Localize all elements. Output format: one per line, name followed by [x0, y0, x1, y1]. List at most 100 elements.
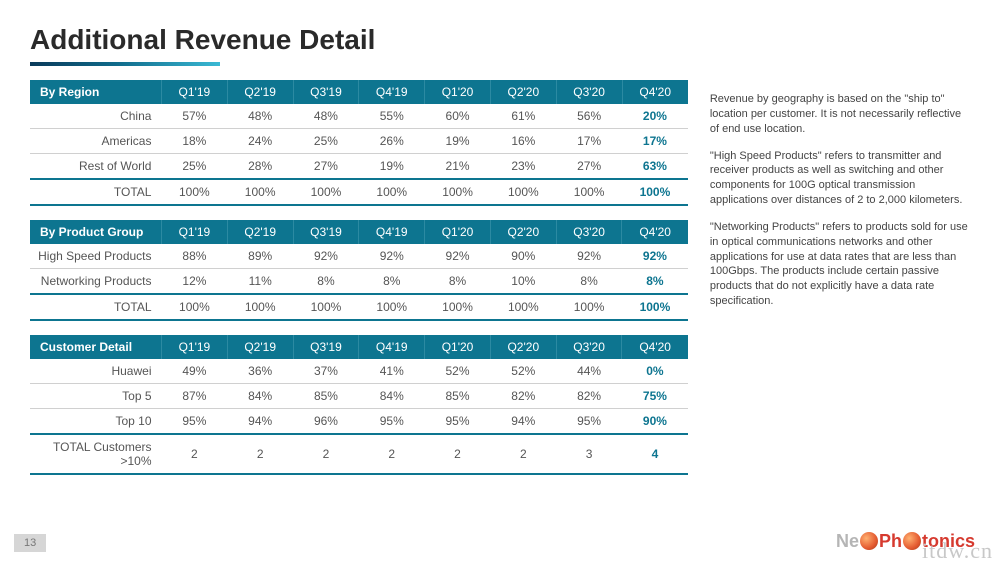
total-cell: 100%: [161, 179, 227, 205]
table-row: Top 1095%94%96%95%95%94%95%90%: [30, 409, 688, 435]
total-label: TOTAL Customers >10%: [30, 434, 162, 474]
table-header-label: Customer Detail: [30, 335, 162, 359]
watermark: itdw.cn: [922, 538, 993, 562]
total-cell: 100%: [227, 179, 293, 205]
cell-value: 17%: [622, 129, 688, 154]
table-header-period: Q4'20: [622, 80, 688, 104]
cell-value: 56%: [556, 104, 622, 129]
table-header-period: Q3'19: [293, 80, 359, 104]
cell-value: 85%: [293, 384, 359, 409]
cell-value: 8%: [556, 269, 622, 295]
total-cell: 100%: [425, 179, 491, 205]
cell-value: 55%: [359, 104, 425, 129]
cell-value: 92%: [556, 244, 622, 269]
table-header-label: By Product Group: [30, 220, 162, 244]
table-row: Rest of World25%28%27%19%21%23%27%63%: [30, 154, 688, 180]
total-cell: 100%: [490, 294, 556, 320]
main-content-row: By RegionQ1'19Q2'19Q3'19Q4'19Q1'20Q2'20Q…: [30, 80, 969, 489]
cell-value: 8%: [622, 269, 688, 295]
table-header-period: Q1'19: [162, 220, 228, 244]
cell-value: 8%: [359, 269, 425, 295]
row-label: Rest of World: [30, 154, 161, 180]
cell-value: 92%: [622, 244, 688, 269]
table-row: Huawei49%36%37%41%52%52%44%0%: [30, 359, 688, 384]
cell-value: 95%: [556, 409, 622, 435]
cell-value: 89%: [227, 244, 293, 269]
table-header-period: Q2'20: [490, 335, 556, 359]
cell-value: 21%: [425, 154, 491, 180]
table-header-period: Q1'19: [161, 80, 227, 104]
total-cell: 100%: [556, 179, 622, 205]
logo-text-ph: Ph: [879, 531, 902, 551]
cell-value: 95%: [162, 409, 228, 435]
table-header-period: Q1'20: [425, 335, 491, 359]
tables-column: By RegionQ1'19Q2'19Q3'19Q4'19Q1'20Q2'20Q…: [30, 80, 688, 489]
table-total-row: TOTAL Customers >10%22222234: [30, 434, 688, 474]
total-cell: 100%: [622, 294, 688, 320]
cell-value: 44%: [556, 359, 622, 384]
title-underline: [30, 62, 220, 66]
cell-value: 10%: [490, 269, 556, 295]
table-header-period: Q4'19: [359, 335, 425, 359]
total-cell: 3: [556, 434, 622, 474]
cell-value: 48%: [227, 104, 293, 129]
page-title: Additional Revenue Detail: [30, 24, 969, 56]
cell-value: 8%: [425, 269, 491, 295]
cell-value: 95%: [359, 409, 425, 435]
cell-value: 24%: [227, 129, 293, 154]
logo-dot-icon: [860, 532, 878, 550]
cell-value: 52%: [425, 359, 491, 384]
cell-value: 94%: [227, 409, 293, 435]
total-label: TOTAL: [30, 179, 161, 205]
total-cell: 100%: [293, 294, 359, 320]
total-cell: 4: [622, 434, 688, 474]
cell-value: 36%: [227, 359, 293, 384]
table-header-period: Q1'20: [425, 220, 491, 244]
total-cell: 2: [425, 434, 491, 474]
total-cell: 100%: [556, 294, 622, 320]
cell-value: 90%: [490, 244, 556, 269]
cell-value: 85%: [425, 384, 491, 409]
table-header-period: Q3'20: [556, 80, 622, 104]
cell-value: 25%: [161, 154, 227, 180]
table-header-period: Q3'20: [556, 335, 622, 359]
table-header-period: Q3'19: [293, 335, 359, 359]
row-label: Top 10: [30, 409, 162, 435]
cell-value: 41%: [359, 359, 425, 384]
cell-value: 23%: [490, 154, 556, 180]
total-cell: 2: [162, 434, 228, 474]
table-total-row: TOTAL100%100%100%100%100%100%100%100%: [30, 179, 688, 205]
cell-value: 17%: [556, 129, 622, 154]
cell-value: 26%: [359, 129, 425, 154]
table-header-period: Q3'19: [293, 220, 359, 244]
table-header-period: Q2'20: [490, 220, 556, 244]
cell-value: 0%: [622, 359, 688, 384]
table-header-period: Q2'19: [227, 80, 293, 104]
total-cell: 100%: [359, 294, 425, 320]
cell-value: 90%: [622, 409, 688, 435]
table-row: Americas18%24%25%26%19%16%17%17%: [30, 129, 688, 154]
cell-value: 88%: [162, 244, 228, 269]
table-header-period: Q2'19: [227, 335, 293, 359]
data-table: Customer DetailQ1'19Q2'19Q3'19Q4'19Q1'20…: [30, 335, 688, 475]
notes-column: Revenue by geography is based on the "sh…: [710, 80, 969, 489]
total-cell: 100%: [359, 179, 425, 205]
total-cell: 100%: [162, 294, 228, 320]
row-label: Americas: [30, 129, 161, 154]
cell-value: 60%: [425, 104, 491, 129]
cell-value: 95%: [425, 409, 491, 435]
total-cell: 100%: [227, 294, 293, 320]
cell-value: 27%: [556, 154, 622, 180]
cell-value: 20%: [622, 104, 688, 129]
table-header-period: Q1'20: [425, 80, 491, 104]
row-label: Huawei: [30, 359, 162, 384]
row-label: China: [30, 104, 161, 129]
total-cell: 2: [293, 434, 359, 474]
cell-value: 16%: [490, 129, 556, 154]
cell-value: 92%: [293, 244, 359, 269]
row-label: Top 5: [30, 384, 162, 409]
cell-value: 96%: [293, 409, 359, 435]
table-header-period: Q1'19: [162, 335, 228, 359]
table-row: Networking Products12%11%8%8%8%10%8%8%: [30, 269, 688, 295]
cell-value: 87%: [162, 384, 228, 409]
